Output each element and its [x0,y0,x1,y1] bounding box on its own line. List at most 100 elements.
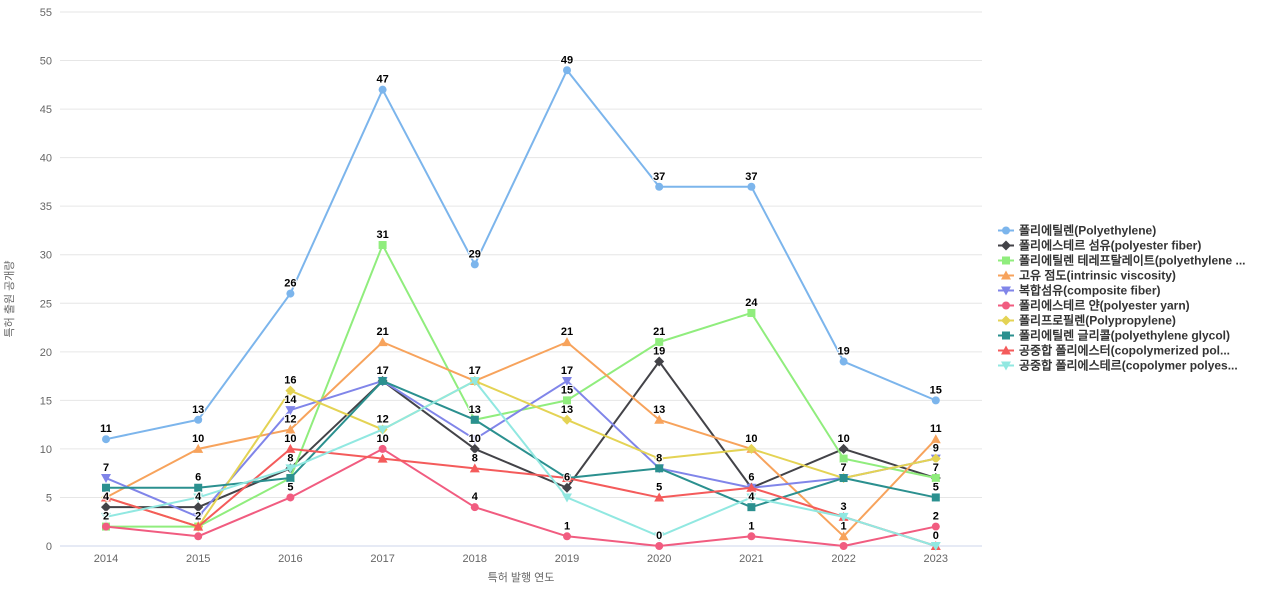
data-point[interactable] [378,85,387,94]
data-point[interactable] [101,474,111,484]
data-point[interactable] [563,396,571,405]
data-point[interactable] [655,338,664,347]
data-point[interactable] [285,406,296,416]
x-axis-title: 특허 발행 연도 [488,571,555,584]
data-point[interactable] [285,464,296,474]
data-point[interactable] [562,482,572,493]
data-point[interactable] [562,473,572,483]
data-point[interactable] [838,531,849,541]
data-point[interactable] [931,522,940,531]
data-point[interactable] [747,503,756,512]
data-point[interactable] [193,443,204,453]
data-point[interactable] [563,66,571,75]
data-point[interactable] [654,453,665,464]
data-label: 12 [376,413,388,425]
data-point[interactable] [286,289,295,298]
data-point[interactable] [746,493,757,503]
legend-item[interactable]: 폴리에틸렌 글리콜(polyethylene glycol) [998,328,1230,343]
data-point[interactable] [377,337,388,347]
data-point[interactable] [747,532,756,541]
legend-marker-triangle-icon [1001,345,1011,355]
data-point[interactable] [562,376,572,386]
data-point[interactable] [193,493,204,503]
data-point[interactable] [101,512,111,522]
data-point[interactable] [839,474,848,483]
data-point[interactable] [655,464,664,473]
data-point[interactable] [102,483,110,492]
data-point[interactable] [285,424,296,434]
data-point[interactable] [839,357,848,366]
data-point[interactable] [469,463,480,473]
legend-item[interactable]: 공중합 폴리에스테르(copolymer polyes... [998,358,1238,373]
series-7 [102,376,940,512]
data-point[interactable] [839,542,848,550]
data-point[interactable] [194,532,203,541]
data-point[interactable] [654,414,665,424]
data-point[interactable] [469,376,480,386]
data-label: 24 [745,297,758,309]
legend-item[interactable]: 폴리프로필렌(Polypropylene) [998,313,1176,328]
data-point[interactable] [469,443,480,454]
data-point[interactable] [285,385,296,396]
series-line [105,69,937,441]
data-point[interactable] [839,454,848,463]
data-point[interactable] [655,542,664,550]
legend-item[interactable]: 고유 점도(intrinsic viscosity) [998,268,1176,283]
data-point[interactable] [562,337,572,347]
data-point[interactable] [378,376,387,385]
data-point[interactable] [286,474,295,483]
data-point[interactable] [377,425,388,435]
data-point[interactable] [931,493,940,502]
data-point[interactable] [193,512,204,522]
data-point[interactable] [746,482,757,492]
data-point[interactable] [838,512,849,522]
data-point[interactable] [470,415,479,424]
data-label: 10 [284,433,296,445]
data-point[interactable] [102,435,110,444]
data-point[interactable] [285,443,296,453]
y-axis-tick-label: 25 [40,298,52,310]
data-point[interactable] [931,396,940,405]
data-point[interactable] [469,435,480,445]
data-point[interactable] [746,443,757,454]
data-point[interactable] [654,356,665,367]
data-point[interactable] [194,483,203,492]
data-point[interactable] [747,182,756,191]
data-point[interactable] [563,532,571,541]
data-point[interactable] [194,415,203,424]
data-point[interactable] [101,502,111,513]
data-point[interactable] [102,522,110,531]
data-point[interactable] [562,493,572,503]
data-point[interactable] [193,521,204,531]
data-point[interactable] [378,444,387,453]
data-point[interactable] [838,443,849,454]
legend-item[interactable]: 폴리에스테르 섬유(polyester fiber) [998,238,1201,253]
data-label: 5 [287,481,293,493]
data-label: 6 [564,472,570,484]
legend-item[interactable]: 폴리에스테르 얀(polyester yarn) [998,298,1190,313]
legend-item[interactable]: 폴리에틸렌(Polyethylene) [998,223,1156,238]
data-point[interactable] [930,434,941,444]
legend-item[interactable]: 공중합 폴리에스터(copolymerized pol... [998,343,1230,358]
data-point[interactable] [655,182,664,191]
data-point[interactable] [930,542,941,551]
legend-item-label: 고유 점도(intrinsic viscosity) [1019,268,1176,283]
data-point[interactable] [654,532,665,542]
data-label: 8 [472,452,478,464]
data-point[interactable] [562,414,572,425]
data-point[interactable] [931,474,940,483]
data-point[interactable] [193,502,204,513]
data-point[interactable] [470,260,479,269]
data-point[interactable] [747,308,756,317]
data-point[interactable] [470,503,479,512]
data-point[interactable] [930,453,941,464]
legend-item[interactable]: 폴리에틸렌 테레프탈레이트(polyethylene ... [998,253,1246,268]
legend-item[interactable]: 복합섬유(composite fiber) [998,283,1161,298]
data-point[interactable] [101,492,111,502]
data-label: 6 [748,472,754,484]
data-point[interactable] [378,241,387,250]
data-point[interactable] [654,492,665,502]
data-point[interactable] [286,493,295,502]
data-point[interactable] [377,453,388,463]
